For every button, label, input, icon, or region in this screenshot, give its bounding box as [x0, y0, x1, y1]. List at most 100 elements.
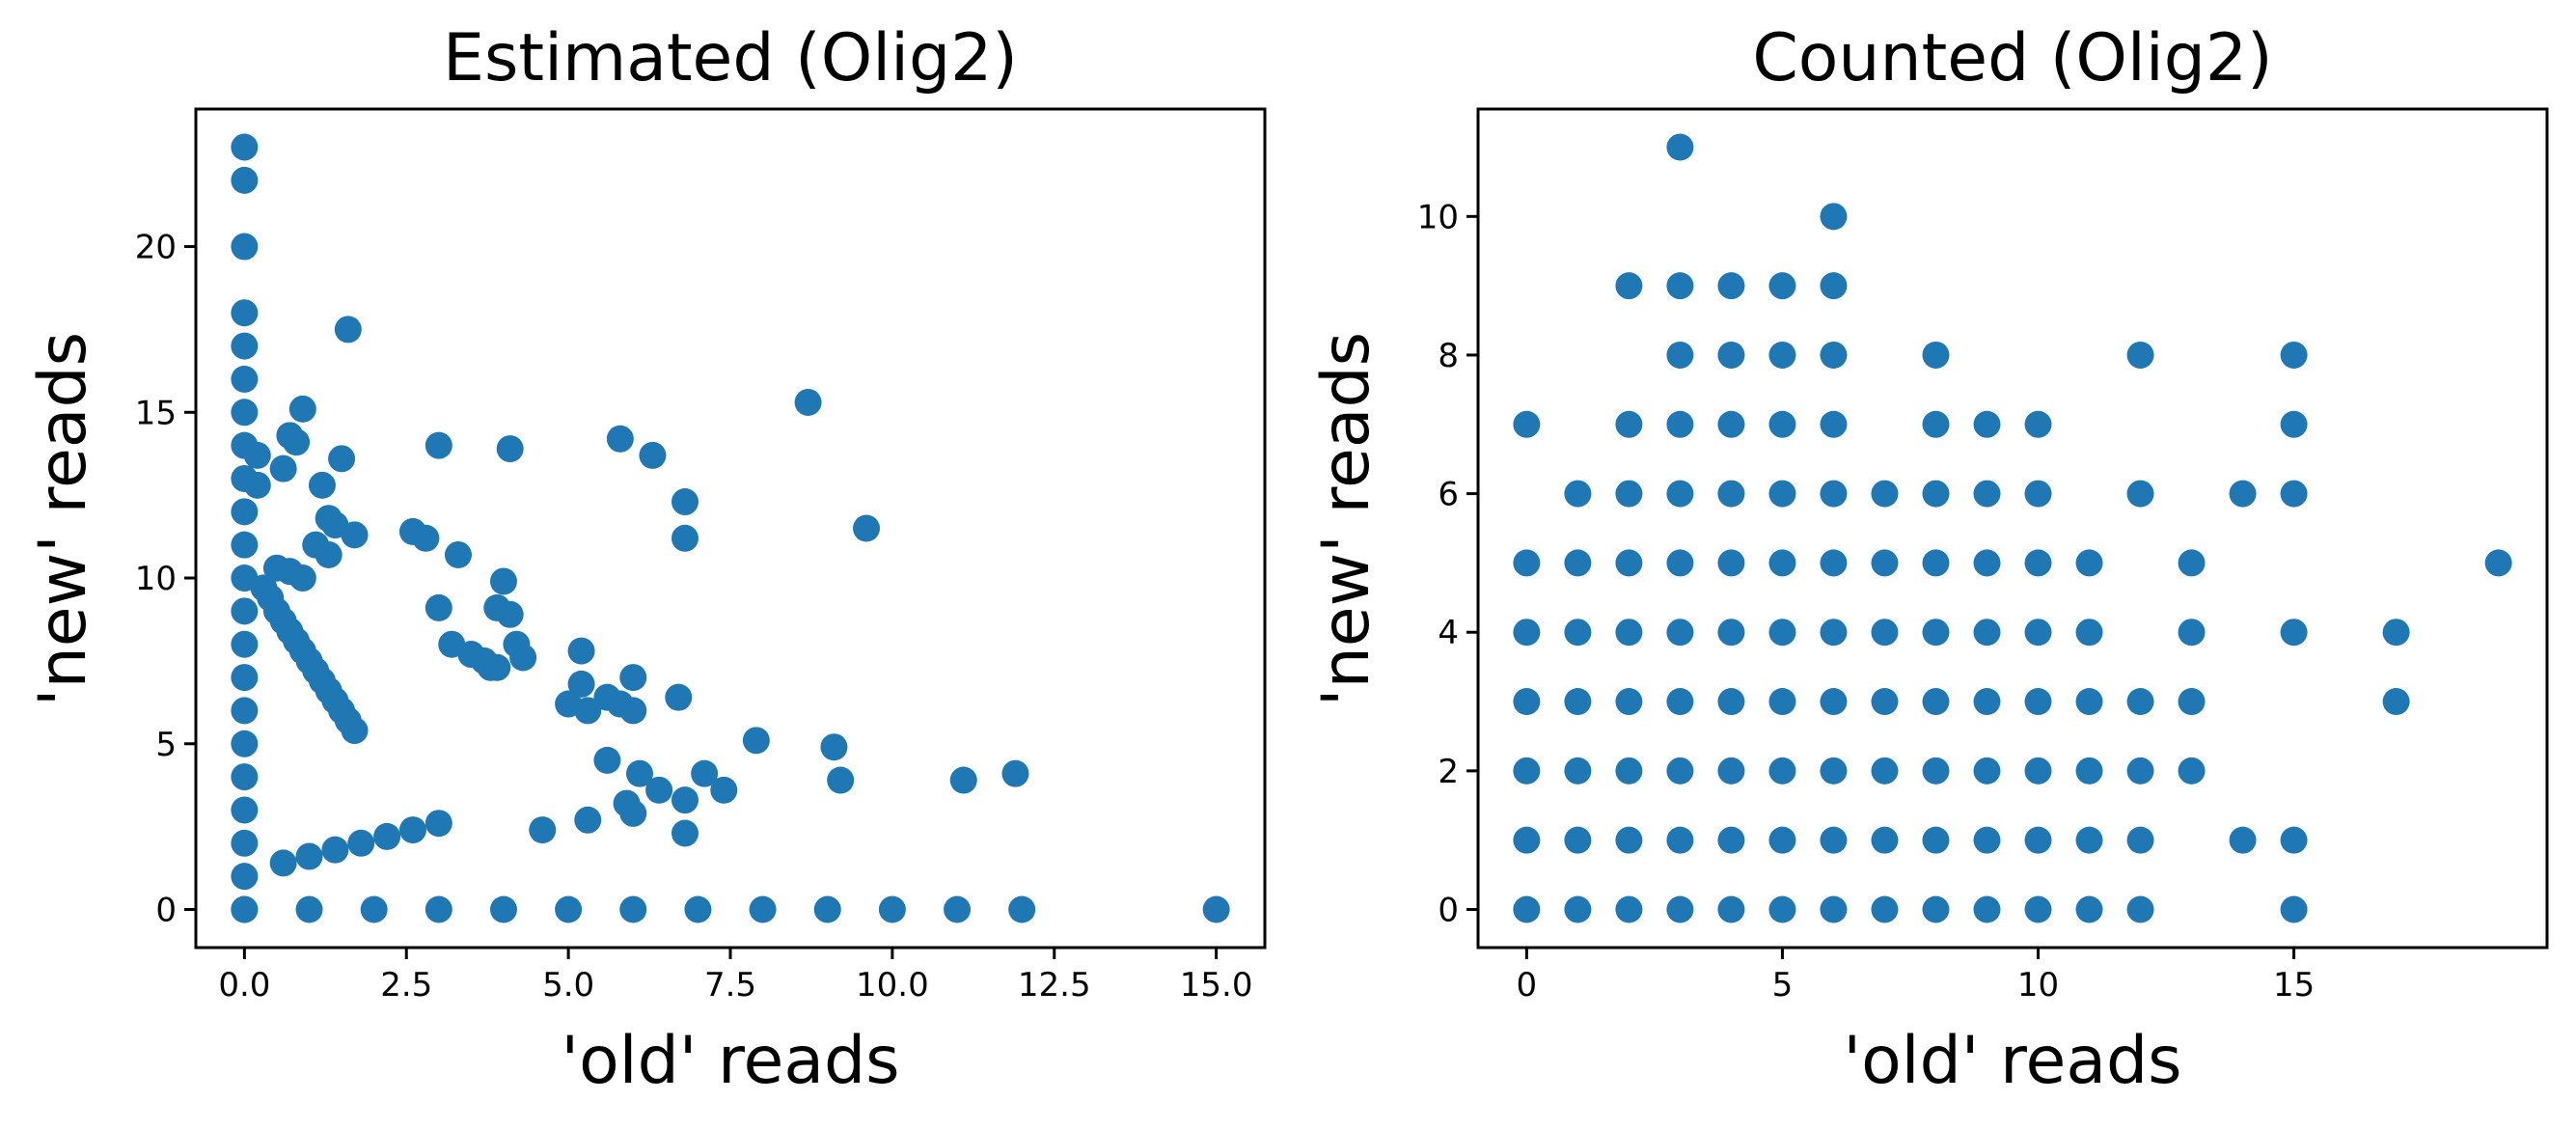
- data-point: [1615, 895, 1643, 923]
- data-point: [749, 895, 777, 923]
- data-point: [1768, 480, 1796, 508]
- data-point: [243, 471, 271, 499]
- data-point: [567, 637, 595, 665]
- data-point: [1717, 341, 1745, 369]
- data-point: [1666, 341, 1694, 369]
- data-point: [691, 759, 719, 787]
- data-point: [2178, 549, 2206, 577]
- data-point: [2024, 549, 2052, 577]
- data-point: [1615, 549, 1643, 577]
- y-tick-label: 10: [135, 560, 177, 598]
- data-point: [341, 717, 369, 745]
- plot-area: [194, 107, 1267, 950]
- data-point: [1666, 688, 1694, 716]
- data-point: [1820, 549, 1848, 577]
- data-point: [489, 567, 517, 595]
- data-point: [671, 786, 699, 814]
- data-point: [1666, 757, 1694, 785]
- data-point: [231, 531, 259, 559]
- data-point: [2024, 757, 2052, 785]
- y-tick-label: 8: [1438, 337, 1459, 375]
- data-point: [1513, 688, 1541, 716]
- data-point: [308, 471, 336, 499]
- data-point: [1871, 688, 1899, 716]
- data-point: [231, 498, 259, 526]
- data-point: [1768, 619, 1796, 647]
- data-point: [231, 166, 259, 194]
- data-point: [2024, 480, 2052, 508]
- data-point: [1513, 410, 1541, 438]
- data-point: [1615, 410, 1643, 438]
- data-point: [665, 683, 693, 711]
- y-axis-label: 'new' reads: [1308, 332, 1384, 706]
- data-point: [671, 524, 699, 552]
- data-point: [1564, 480, 1592, 508]
- data-point: [1871, 619, 1899, 647]
- data-point: [2178, 688, 2206, 716]
- data-point: [2024, 895, 2052, 923]
- data-point: [1717, 410, 1745, 438]
- data-point: [1768, 826, 1796, 854]
- data-point: [425, 810, 452, 838]
- data-point: [231, 133, 259, 161]
- data-point: [684, 895, 712, 923]
- data-point: [1973, 410, 2001, 438]
- data-point: [949, 766, 977, 794]
- data-point: [231, 895, 259, 923]
- data-point: [288, 395, 316, 423]
- data-point: [231, 332, 259, 360]
- data-point: [1513, 757, 1541, 785]
- data-point: [1922, 549, 1950, 577]
- data-point: [813, 895, 841, 923]
- data-point: [1513, 826, 1541, 854]
- data-point: [1564, 826, 1592, 854]
- data-point: [1973, 688, 2001, 716]
- data-point: [1973, 480, 2001, 508]
- data-point: [619, 697, 647, 725]
- data-point: [606, 425, 634, 453]
- data-point: [243, 441, 271, 469]
- data-point: [425, 593, 452, 621]
- data-point: [2126, 480, 2154, 508]
- y-tick-label: 20: [135, 229, 177, 267]
- data-point: [1615, 480, 1643, 508]
- data-point: [269, 454, 297, 482]
- data-point: [1973, 826, 2001, 854]
- data-point: [2126, 826, 2154, 854]
- data-point: [1768, 688, 1796, 716]
- data-point: [1973, 619, 2001, 647]
- data-point: [1615, 688, 1643, 716]
- data-point: [878, 895, 906, 923]
- ticks: 0 5 10 15 0 2 4 6 8 10: [1417, 198, 2315, 1005]
- data-point: [231, 697, 259, 725]
- data-point: [231, 233, 259, 261]
- y-tick-label: 6: [1438, 476, 1459, 514]
- data-point: [820, 733, 848, 761]
- data-point: [1666, 619, 1694, 647]
- data-point: [288, 564, 316, 592]
- data-point: [1008, 895, 1036, 923]
- data-point: [2126, 341, 2154, 369]
- data-point: [398, 816, 426, 844]
- data-point: [373, 822, 401, 850]
- y-tick-label: 10: [1417, 198, 1459, 236]
- data-points: [1513, 133, 2512, 923]
- data-point: [269, 849, 297, 877]
- x-tick-label: 10: [2017, 966, 2059, 1005]
- data-point: [2382, 619, 2410, 647]
- data-point: [1922, 895, 1950, 923]
- x-tick-label: 7.5: [704, 966, 756, 1005]
- data-point: [742, 727, 770, 755]
- data-point: [1666, 895, 1694, 923]
- data-point: [1564, 549, 1592, 577]
- data-point: [2229, 826, 2257, 854]
- data-point: [231, 763, 259, 791]
- data-point: [2178, 619, 2206, 647]
- data-point: [1717, 895, 1745, 923]
- chart-title: Counted (Olig2): [1752, 20, 2272, 96]
- data-point: [1973, 895, 2001, 923]
- x-tick-label: 5.0: [542, 966, 594, 1005]
- data-point: [1666, 480, 1694, 508]
- data-point: [2126, 688, 2154, 716]
